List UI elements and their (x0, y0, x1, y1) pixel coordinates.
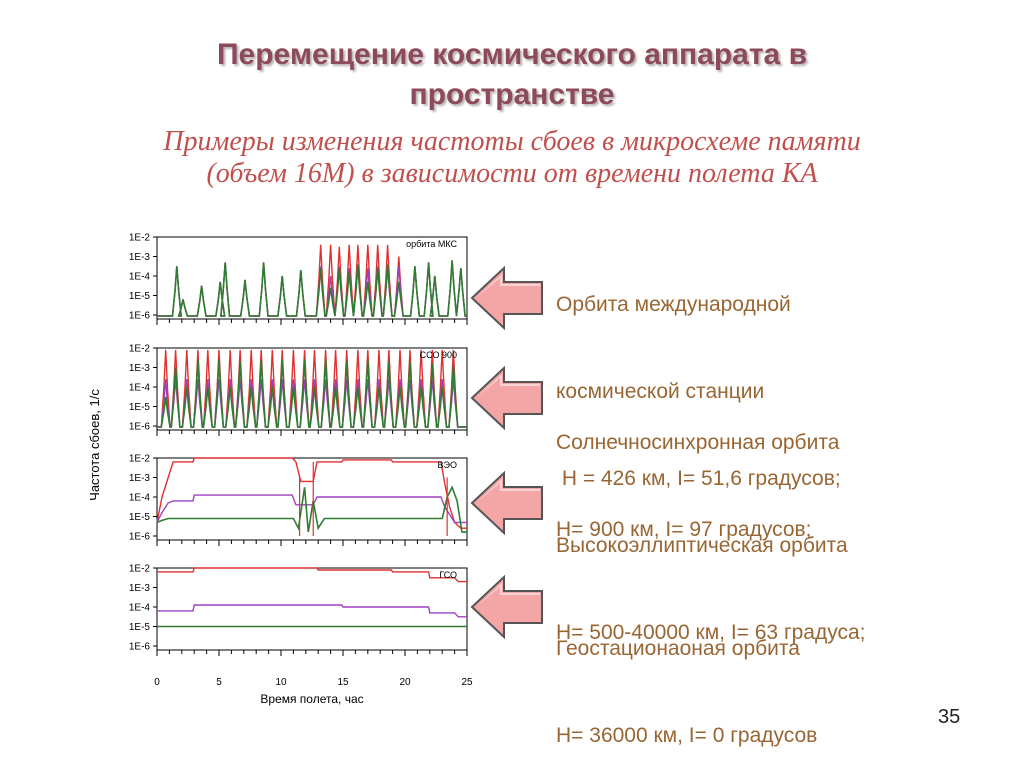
slide-subtitle-line1: Примеры изменения частоты сбоев в микрос… (163, 126, 861, 157)
orbit-description-line: H= 900 км, I= 97 градусов; (556, 518, 812, 541)
left-arrow-icon (470, 575, 543, 639)
orbit-description-line: H = 426 км, I= 51,6 градусов; (556, 467, 841, 490)
series-line-green (156, 485, 467, 533)
series-line-red (157, 567, 467, 583)
y-tick-label: 1E-4 (129, 272, 151, 283)
orbit-description-line: Орбита международной (556, 293, 791, 316)
series-line-purple (157, 604, 467, 618)
orbit-description-iss: Орбита международной космической станции… (556, 232, 841, 522)
orbit-description-line: Солнечносинхронная орбита (556, 431, 840, 454)
x-axis-label: Время полета, час (260, 692, 363, 706)
orbit-description-line: Геостационаоная орбита (556, 637, 800, 660)
orbit-description-sso: Солнечносинхронная орбита H= 900 км, I= … (556, 370, 839, 573)
panel-label: ССО 900 (420, 350, 457, 360)
left-arrow-icon (470, 266, 543, 330)
y-tick-label: 1E-6 (129, 532, 151, 543)
chart-panel-frame (156, 457, 468, 541)
panel-label: ГСО (439, 570, 457, 580)
panel-label: орбита МКС (406, 239, 457, 249)
orbit-description-line: H= 500-40000 км, I= 63 градуса; (556, 621, 866, 644)
orbit-description-line: Высокоэллиптическая орбита (556, 534, 848, 557)
y-tick-label: 1E-6 (129, 642, 151, 653)
orbit-description-line: H= 36000 км, I= 0 градусов (556, 724, 818, 747)
x-tick-label: 0 (154, 677, 160, 688)
y-tick-label: 1E-2 (129, 344, 151, 355)
y-tick-label: 1E-5 (129, 512, 151, 523)
slide-subtitle-line2: (объем 16М) в зависимости от времени пол… (206, 158, 818, 189)
left-arrow-icon (470, 366, 543, 430)
y-tick-label: 1E-3 (129, 473, 151, 484)
orbit-description-heo: Высокоэллиптическая орбита H= 500-40000 … (556, 473, 866, 676)
slide-title-line2: пространстве (409, 78, 615, 111)
chart-panel-frame (156, 236, 468, 320)
x-tick-label: 25 (461, 677, 473, 688)
chart-panel-frame (156, 567, 468, 651)
panel-label: ВЭО (438, 460, 457, 470)
slide-title-line1: Перемещение космического аппарата в (216, 38, 808, 71)
series-line-green (157, 260, 467, 317)
y-tick-label: 1E-2 (129, 233, 151, 244)
x-tick-label: 5 (216, 677, 222, 688)
y-tick-label: 1E-5 (129, 291, 151, 302)
y-tick-label: 1E-4 (129, 493, 151, 504)
y-tick-label: 1E-4 (129, 603, 151, 614)
orbit-description-line: космической станции (556, 380, 765, 403)
x-tick-label: 10 (275, 677, 287, 688)
page-number: 35 (938, 706, 961, 728)
y-tick-label: 1E-5 (129, 622, 151, 633)
y-tick-label: 1E-3 (129, 363, 151, 374)
y-tick-label: 1E-2 (129, 454, 151, 465)
series-line-purple (157, 260, 467, 317)
x-tick-label: 20 (399, 677, 411, 688)
y-axis-label: Частота сбоев, 1/с (87, 389, 102, 501)
orbit-description-geo: Геостационаоная орбита H= 36000 км, I= 0… (556, 576, 817, 779)
y-tick-label: 1E-6 (129, 311, 151, 322)
x-tick-label: 15 (337, 677, 349, 688)
y-tick-label: 1E-3 (129, 583, 151, 594)
y-tick-label: 1E-4 (129, 383, 151, 394)
y-tick-label: 1E-3 (129, 252, 151, 263)
series-line-green (157, 359, 467, 428)
chart-panel-frame (156, 347, 468, 431)
left-arrow-icon (470, 471, 543, 535)
series-line-red (156, 457, 467, 529)
y-tick-label: 1E-2 (129, 564, 151, 575)
y-tick-label: 1E-5 (129, 402, 151, 413)
y-tick-label: 1E-6 (129, 422, 151, 433)
